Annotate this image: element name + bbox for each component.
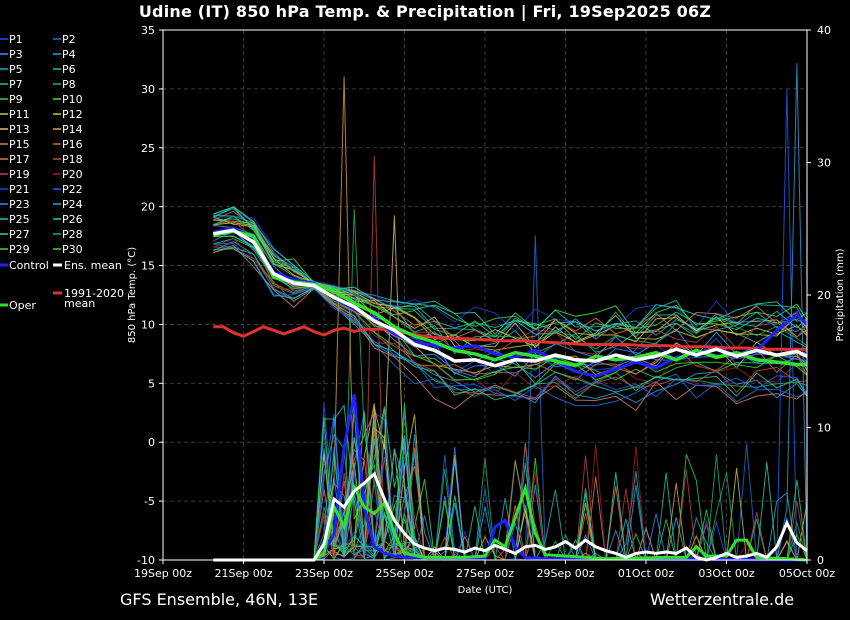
legend-label-p24: P24 (62, 198, 83, 211)
member-precip-line-p24 (213, 63, 808, 561)
legend-label-p11: P11 (9, 108, 30, 121)
member-temp-line-p14 (213, 227, 808, 376)
y-tick-label: 25 (141, 142, 155, 155)
legend-label-p26: P26 (62, 213, 83, 226)
x-tick-label: 21Sep 00z (215, 567, 273, 580)
model-label: GFS Ensemble, 46N, 13E (120, 590, 319, 609)
legend-label-p21: P21 (9, 183, 30, 196)
legend-label-ens-mean: Ens. mean (64, 259, 122, 272)
legend-label-p8: P8 (62, 78, 76, 91)
legend-label-p17: P17 (9, 153, 30, 166)
legend-label-p14: P14 (62, 123, 83, 136)
legend-label-p9: P9 (9, 93, 23, 106)
y-axis-label: 850 hPa Temp. (°C) (127, 247, 138, 343)
legend: P1 P2 P3 P4 P5 P6 P7 P8 P9 P10 P11 P12 P13 P14 P15 P16 P… (0, 33, 124, 312)
legend-label-p13: P13 (9, 123, 30, 136)
y-tick-label: 0 (148, 436, 155, 449)
y2-tick-label: 40 (817, 24, 831, 37)
x-tick-label: 03Oct 00z (698, 567, 755, 580)
x-tick-label: 05Oct 00z (779, 567, 836, 580)
legend-label-p6: P6 (62, 63, 76, 76)
legend-label-p2: P2 (62, 33, 76, 46)
grid-lines (162, 29, 808, 561)
legend-label-p18: P18 (62, 153, 83, 166)
legend-label-p28: P28 (62, 228, 83, 241)
x-tick-label: 25Sep 00z (376, 567, 434, 580)
legend-label-p15: P15 (9, 138, 30, 151)
ens-mean-temp-line (212, 228, 808, 368)
legend-label-p1: P1 (9, 33, 23, 46)
y-tick-label: 5 (148, 377, 155, 390)
chart-title: Udine (IT) 850 hPa Temp. & Precipitation… (138, 2, 712, 21)
legend-label-p25: P25 (9, 213, 30, 226)
member-temp-line-p26 (213, 248, 808, 401)
legend-label-p7: P7 (9, 78, 23, 91)
member-precip-line-p3 (213, 481, 807, 561)
legend-label-p30: P30 (62, 243, 83, 256)
legend-label-climate-line2: mean (64, 297, 95, 310)
y-tick-label: 35 (141, 24, 155, 37)
control-precip-line (213, 394, 808, 562)
axes: -10 -5 0 5 10 15 20 25 30 35 0 10 20 30 40 19Sep 00z 21S… (127, 24, 846, 596)
y-tick-label: -5 (144, 495, 155, 508)
x-tick-label: 19Sep 00z (134, 567, 192, 580)
legend-label-p16: P16 (62, 138, 83, 151)
x-tick-label: 29Sep 00z (537, 567, 595, 580)
y2-tick-label: 20 (817, 289, 831, 302)
y2-tick-label: 30 (817, 157, 831, 170)
member-precip-line-p9 (213, 419, 807, 561)
legend-label-p12: P12 (62, 108, 83, 121)
y-tick-label: -10 (137, 554, 155, 567)
y-tick-label: 10 (141, 318, 155, 331)
member-lines (213, 63, 808, 562)
source-label: Wetterzentrale.de (650, 590, 795, 609)
legend-label-p3: P3 (9, 48, 23, 61)
member-precip-line-p7 (213, 461, 807, 561)
legend-label-control: Control (9, 259, 49, 272)
y2-tick-label: 0 (817, 554, 824, 567)
member-precip-line-p15 (213, 412, 807, 561)
y2-tick-label: 10 (817, 422, 831, 435)
y2-axis-label: Precipitation (mm) (835, 248, 846, 341)
legend-label-oper: Oper (9, 299, 36, 312)
y-tick-label: 30 (141, 83, 155, 96)
legend-label-p20: P20 (62, 168, 83, 181)
member-precip-line-p12 (213, 414, 808, 561)
legend-label-climate-line1: 1991-2020 (64, 287, 124, 300)
x-tick-label: 23Sep 00z (295, 567, 353, 580)
y-tick-label: 15 (141, 260, 155, 273)
y-tick-label: 20 (141, 201, 155, 214)
legend-label-p4: P4 (62, 48, 76, 61)
legend-label-p5: P5 (9, 63, 23, 76)
member-temp-line-p2 (213, 243, 808, 407)
x-tick-label: 01Oct 00z (618, 567, 675, 580)
ens-mean-precip-line (213, 471, 808, 562)
legend-label-p19: P19 (9, 168, 30, 181)
climate-mean-line (213, 325, 807, 351)
legend-label-p22: P22 (62, 183, 83, 196)
legend-label-p23: P23 (9, 198, 30, 211)
legend-label-p10: P10 (62, 93, 83, 106)
oper-temp-line (212, 229, 807, 368)
legend-label-p29: P29 (9, 243, 30, 256)
highlight-series (212, 226, 809, 562)
x-tick-label: 27Sep 00z (456, 567, 514, 580)
oper-precip-line (213, 482, 808, 562)
legend-label-p27: P27 (9, 228, 30, 241)
x-axis-label: Date (UTC) (458, 585, 513, 596)
